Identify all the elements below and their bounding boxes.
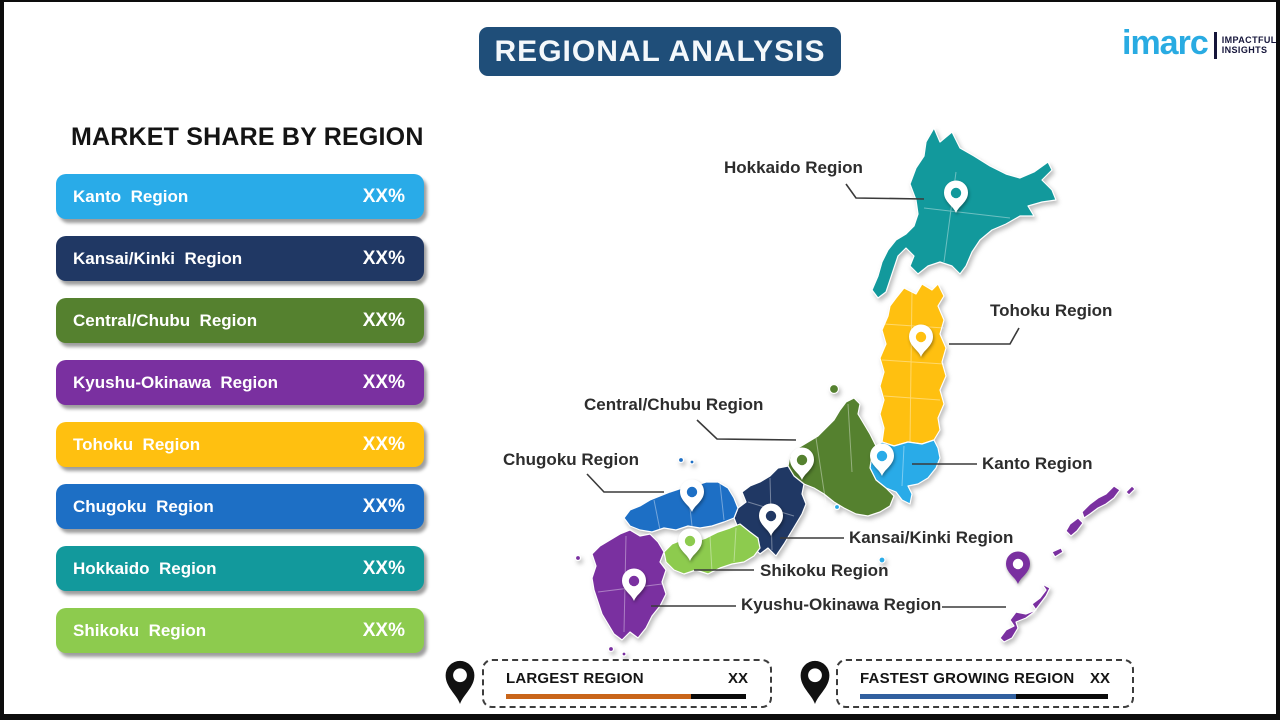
- bar-label: Hokkaido Region: [73, 558, 217, 578]
- market-share-bar-kansai: Kansai/Kinki Region XX%: [56, 236, 424, 281]
- market-share-bar-tohoku: Tohoku Region XX%: [56, 422, 424, 467]
- market-share-bar-kyushu-okinawa: Kyushu-Okinawa Region XX%: [56, 360, 424, 405]
- callout-lines: [586, 183, 1020, 608]
- bar-label: Kyushu-Okinawa Region: [73, 372, 278, 392]
- bar-value: XX%: [362, 557, 405, 579]
- map-pin-tohoku: [909, 324, 933, 357]
- bar-label: Kanto Region: [73, 186, 189, 206]
- bar-label: Tohoku Region: [73, 434, 201, 454]
- map-label-chubu: Central/Chubu Region: [584, 395, 764, 414]
- legend-fastest-label: FASTEST GROWING REGION: [860, 670, 1075, 687]
- callout-line-chubu: [696, 419, 797, 441]
- region-shikoku: [663, 523, 761, 575]
- region-chugoku: [623, 456, 739, 533]
- page-title: REGIONAL ANALYSIS: [494, 34, 826, 68]
- bar-value: XX%: [362, 247, 405, 269]
- bar-value: XX%: [362, 619, 405, 641]
- map-label-shikoku: Shikoku Region: [760, 561, 889, 580]
- market-share-bar-chubu: Central/Chubu Region XX%: [56, 298, 424, 343]
- bar-label: Central/Chubu Region: [73, 310, 258, 330]
- map-pin-chugoku: [680, 479, 704, 512]
- bar-label: Kansai/Kinki Region: [73, 248, 243, 268]
- legend-largest-bar-fill: [506, 694, 691, 699]
- market-share-bar-hokkaido: Hokkaido Region XX%: [56, 546, 424, 591]
- market-share-bar-kanto: Kanto Region XX%: [56, 174, 424, 219]
- map-label-kanto: Kanto Region: [982, 454, 1093, 473]
- market-share-heading: MARKET SHARE BY REGION: [71, 123, 424, 151]
- page-title-box: REGIONAL ANALYSIS: [479, 27, 841, 76]
- largest-region-pin-icon: [445, 660, 475, 704]
- legend-fastest-bar: [860, 694, 1108, 699]
- bar-value: XX%: [362, 371, 405, 393]
- fastest-region-pin-icon: [800, 660, 830, 704]
- japan-map: [574, 127, 1136, 657]
- map-label-hokkaido: Hokkaido Region: [724, 158, 863, 177]
- bar-value: XX%: [362, 309, 405, 331]
- legend-largest-region: LARGEST REGION XX: [482, 659, 772, 708]
- legend-fastest-value: XX: [1089, 670, 1110, 687]
- market-share-bar-shikoku: Shikoku Region XX%: [56, 608, 424, 653]
- bar-label: Chugoku Region: [73, 496, 214, 516]
- map-label-chugoku: Chugoku Region: [503, 450, 639, 469]
- map-pin-hokkaido: [944, 180, 968, 213]
- region-hokkaido: [871, 127, 1057, 299]
- legend-largest-value: XX: [727, 670, 748, 687]
- logo-tagline: IMPACTFUL INSIGHTS: [1221, 34, 1277, 55]
- legend-fastest-growing-region: FASTEST GROWING REGION XX: [836, 659, 1134, 708]
- region-tohoku: [879, 283, 947, 447]
- logo-divider: [1213, 31, 1217, 59]
- map-label-kansai: Kansai/Kinki Region: [849, 528, 1014, 547]
- map-label-tohoku: Tohoku Region: [990, 301, 1113, 320]
- map-pin-kanto: [870, 443, 894, 476]
- callout-line-hokkaido: [845, 183, 925, 200]
- callout-line-chugoku: [586, 473, 664, 493]
- legend-largest-label: LARGEST REGION: [506, 670, 644, 687]
- map-label-kyushu-okinawa: Kyushu-Okinawa Region: [741, 595, 942, 614]
- legend-fastest-bar-fill: [860, 694, 1017, 699]
- callout-line-tohoku: [949, 327, 1020, 345]
- bar-label: Shikoku Region: [73, 620, 207, 640]
- map-pin-shikoku: [678, 528, 702, 561]
- bar-value: XX%: [362, 433, 405, 455]
- map-pin-kansai: [759, 503, 783, 536]
- bar-value: XX%: [362, 495, 405, 517]
- map-pin-kyushu: [622, 568, 646, 601]
- imarc-logo: imarc IMPACTFUL INSIGHTS: [1122, 24, 1277, 62]
- logo-wordmark: imarc: [1122, 24, 1209, 62]
- bar-value: XX%: [362, 185, 405, 207]
- map-pin-okinawa: [1006, 551, 1030, 584]
- legend-largest-bar: [506, 694, 746, 699]
- market-share-bar-chugoku: Chugoku Region XX%: [56, 484, 424, 529]
- map-pin-chubu: [790, 447, 814, 480]
